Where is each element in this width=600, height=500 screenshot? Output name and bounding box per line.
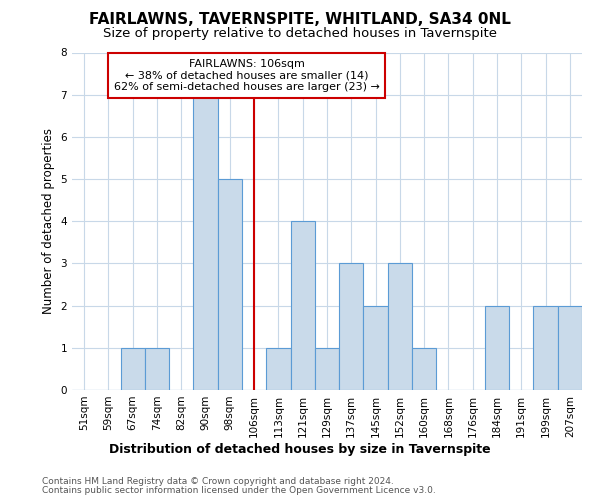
Bar <box>364 306 388 390</box>
Text: FAIRLAWNS: 106sqm
← 38% of detached houses are smaller (14)
62% of semi-detached: FAIRLAWNS: 106sqm ← 38% of detached hous… <box>114 59 380 92</box>
Bar <box>388 264 412 390</box>
Text: Contains HM Land Registry data © Crown copyright and database right 2024.: Contains HM Land Registry data © Crown c… <box>42 478 394 486</box>
Bar <box>218 179 242 390</box>
Bar <box>193 94 218 390</box>
Bar <box>485 306 509 390</box>
Bar <box>533 306 558 390</box>
Bar <box>558 306 582 390</box>
Y-axis label: Number of detached properties: Number of detached properties <box>42 128 55 314</box>
Bar <box>266 348 290 390</box>
Text: Size of property relative to detached houses in Tavernspite: Size of property relative to detached ho… <box>103 28 497 40</box>
Bar <box>315 348 339 390</box>
Text: Distribution of detached houses by size in Tavernspite: Distribution of detached houses by size … <box>109 442 491 456</box>
Bar <box>121 348 145 390</box>
Bar <box>290 221 315 390</box>
Bar <box>145 348 169 390</box>
Bar <box>339 264 364 390</box>
Bar <box>412 348 436 390</box>
Text: Contains public sector information licensed under the Open Government Licence v3: Contains public sector information licen… <box>42 486 436 495</box>
Text: FAIRLAWNS, TAVERNSPITE, WHITLAND, SA34 0NL: FAIRLAWNS, TAVERNSPITE, WHITLAND, SA34 0… <box>89 12 511 28</box>
